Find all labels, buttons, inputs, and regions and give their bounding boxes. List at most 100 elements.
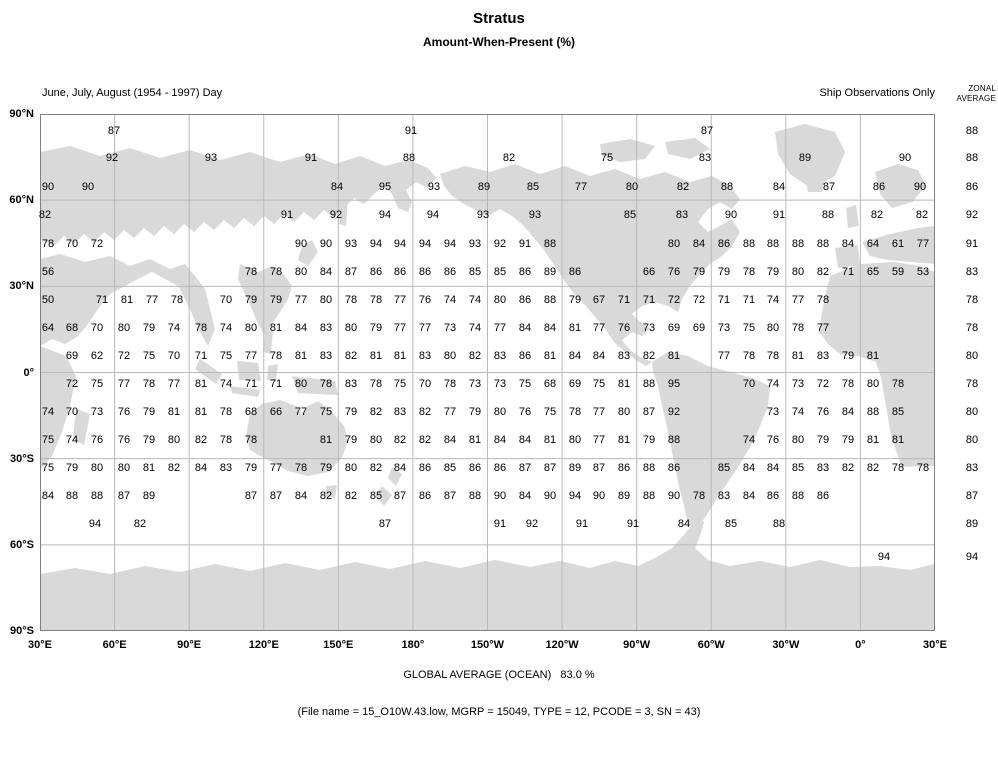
grid-value: 70 <box>167 350 181 362</box>
grid-value: 78 <box>344 294 358 306</box>
grid-value: 79 <box>369 322 383 334</box>
grid-value: 78 <box>369 294 383 306</box>
grid-value: 73 <box>493 378 507 390</box>
grid-value: 88 <box>816 238 830 250</box>
grid-value: 76 <box>117 434 131 446</box>
grid-value: 82 <box>870 209 884 221</box>
grid-value: 77 <box>418 322 432 334</box>
arctic-islands-east <box>665 138 710 159</box>
grid-value: 80 <box>866 378 880 390</box>
grid-value: 80 <box>791 266 805 278</box>
grid-value: 81 <box>468 434 482 446</box>
java-island <box>230 386 260 397</box>
zonal-average-value: 80 <box>965 350 979 362</box>
grid-value: 71 <box>244 378 258 390</box>
grid-value: 93 <box>344 238 358 250</box>
north-america-landmass <box>440 164 740 366</box>
grid-value: 78 <box>41 238 55 250</box>
grid-value: 84 <box>692 238 706 250</box>
grid-value: 80 <box>294 266 308 278</box>
grid-value: 87 <box>344 266 358 278</box>
grid-value: 71 <box>742 294 756 306</box>
grid-value: 76 <box>667 266 681 278</box>
grid-value: 82 <box>369 462 383 474</box>
grid-value: 77 <box>717 350 731 362</box>
grid-value: 86 <box>816 490 830 502</box>
grid-value: 85 <box>717 462 731 474</box>
x-axis-label: 30°E <box>923 639 947 651</box>
grid-value: 75 <box>142 350 156 362</box>
grid-value: 82 <box>642 350 656 362</box>
file-info-text: (File name = 15_O10W.43.low, MGRP = 1504… <box>297 706 701 718</box>
grid-value: 80 <box>244 322 258 334</box>
greenland-landmass <box>775 124 845 189</box>
grid-value: 81 <box>142 462 156 474</box>
grid-value: 64 <box>41 322 55 334</box>
chart-title: Stratus <box>473 10 525 27</box>
grid-value: 78 <box>742 266 756 278</box>
grid-value: 74 <box>443 294 457 306</box>
grid-value: 79 <box>142 322 156 334</box>
x-axis-label: 30°E <box>28 639 52 651</box>
grid-value: 78 <box>170 294 184 306</box>
grid-value: 68 <box>543 378 557 390</box>
grid-value: 78 <box>369 378 383 390</box>
grid-value: 86 <box>518 294 532 306</box>
x-axis-label: 60°E <box>102 639 127 651</box>
zonal-average-value: 86 <box>965 181 979 193</box>
grid-value: 82 <box>841 462 855 474</box>
grid-value: 91 <box>518 238 532 250</box>
grid-value: 74 <box>791 406 805 418</box>
grid-value: 86 <box>369 266 383 278</box>
zonal-average-value: 78 <box>965 378 979 390</box>
grid-value: 94 <box>369 238 383 250</box>
grid-value: 94 <box>568 490 582 502</box>
grid-value: 86 <box>667 462 681 474</box>
grid-value: 72 <box>117 350 131 362</box>
grid-value: 83 <box>344 378 358 390</box>
grid-value: 84 <box>742 490 756 502</box>
grid-value: 79 <box>269 294 283 306</box>
grid-value: 84 <box>518 490 532 502</box>
grid-value: 76 <box>816 406 830 418</box>
grid-value: 80 <box>617 406 631 418</box>
grid-value: 87 <box>269 490 283 502</box>
tasmania-island <box>325 485 337 498</box>
grid-value: 84 <box>294 490 308 502</box>
grid-value: 80 <box>90 462 104 474</box>
grid-value: 79 <box>344 434 358 446</box>
grid-value: 87 <box>244 490 258 502</box>
grid-value: 80 <box>493 406 507 418</box>
grid-value: 86 <box>518 266 532 278</box>
grid-value: 80 <box>369 434 383 446</box>
grid-value: 80 <box>667 238 681 250</box>
grid-value: 90 <box>667 490 681 502</box>
grid-value: 66 <box>642 266 656 278</box>
grid-value: 76 <box>766 434 780 446</box>
grid-value: 72 <box>692 294 706 306</box>
grid-value: 70 <box>219 294 233 306</box>
grid-value: 82 <box>418 406 432 418</box>
south-asia-landmass <box>40 254 215 346</box>
grid-value: 84 <box>330 181 344 193</box>
grid-value: 75 <box>742 322 756 334</box>
grid-value: 89 <box>617 490 631 502</box>
grid-value: 75 <box>518 378 532 390</box>
grid-value: 84 <box>841 406 855 418</box>
grid-value: 78 <box>443 378 457 390</box>
grid-value: 82 <box>502 152 516 164</box>
grid-value: 84 <box>493 434 507 446</box>
grid-value: 85 <box>468 266 482 278</box>
grid-value: 83 <box>319 350 333 362</box>
y-axis-label: 30°N <box>9 280 34 293</box>
grid-value: 82 <box>393 434 407 446</box>
grid-value: 80 <box>319 294 333 306</box>
zonal-average-value: 91 <box>965 238 979 250</box>
grid-value: 74 <box>468 294 482 306</box>
grid-value: 95 <box>667 378 681 390</box>
grid-value: 85 <box>443 462 457 474</box>
grid-value: 81 <box>194 406 208 418</box>
grid-value: 79 <box>841 350 855 362</box>
grid-value: 75 <box>219 350 233 362</box>
